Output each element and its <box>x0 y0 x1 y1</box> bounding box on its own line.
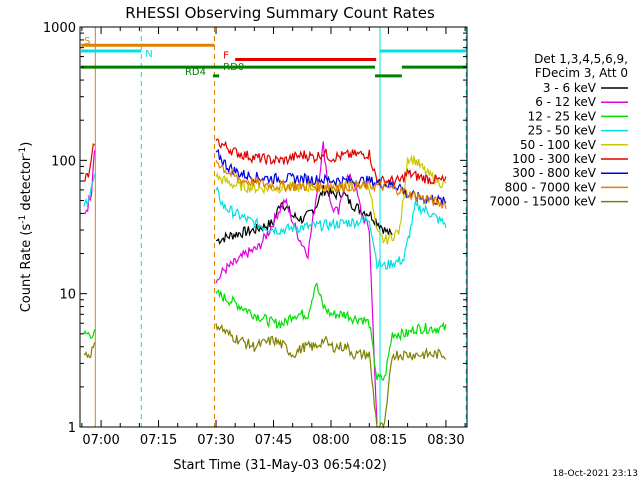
legend-label-1: 6 - 12 keV <box>535 95 597 109</box>
legend-label-5: 100 - 300 keV <box>512 152 596 166</box>
y-label-sup2: -1 <box>18 147 28 156</box>
series-7-line-0 <box>215 160 447 210</box>
legend-header-line2: FDecim 3, Att 0 <box>535 66 628 80</box>
series-5-line-1 <box>215 138 447 188</box>
series-8-line-1 <box>215 323 447 430</box>
legend-header-line1: Det 1,3,4,5,6,9, <box>534 52 628 66</box>
y-label-mid: detector <box>19 155 34 215</box>
state-bar-label-2: F <box>223 51 229 62</box>
chart-title: RHESSI Observing Summary Count Rates <box>125 4 435 22</box>
series-3-line-0 <box>83 173 96 208</box>
legend-label-0: 3 - 6 keV <box>543 81 597 95</box>
y-tick-label-1: 10 <box>59 288 76 303</box>
legend-label-4: 50 - 100 keV <box>520 138 597 152</box>
series-5-line-0 <box>83 142 95 182</box>
x-tick-label-2: 07:30 <box>197 433 234 448</box>
series-8-line-0 <box>83 342 96 359</box>
x-axis-ticks: 07:00 07:15 07:30 07:45 08:00 08:15 08:30 <box>81 27 466 448</box>
x-tick-label-3: 07:45 <box>255 433 292 448</box>
series-2-line-1 <box>215 282 447 381</box>
y-tick-label-2: 100 <box>51 154 76 169</box>
state-bar-label-1: N <box>145 49 152 60</box>
x-tick-label-4: 08:00 <box>312 433 349 448</box>
footer-timestamp: 18-Oct-2021 23:13 <box>553 469 638 479</box>
y-label-main: Count Rate (s <box>19 224 34 313</box>
legend-label-6: 300 - 800 keV <box>512 166 596 180</box>
x-tick-label-1: 07:15 <box>140 433 177 448</box>
state-bar-label-0: S <box>84 36 90 47</box>
x-tick-label-5: 08:15 <box>370 433 407 448</box>
x-tick-label-6: 08:30 <box>427 433 464 448</box>
series-layer <box>83 138 447 430</box>
y-label-close: ) <box>19 142 34 147</box>
y-tick-label-0: 1 <box>68 421 76 436</box>
y-label-sup: -1 <box>18 215 28 224</box>
series-3-line-1 <box>215 186 447 270</box>
y-axis-label: Count Rate (s-1 detector-1) <box>18 142 34 313</box>
legend-label-2: 12 - 25 keV <box>528 109 597 123</box>
legend-label-8: 7000 - 15000 keV <box>489 195 596 209</box>
legend: Det 1,3,4,5,6,9, FDecim 3, Att 0 3 - 6 k… <box>489 52 628 209</box>
x-tick-label-0: 07:00 <box>82 433 119 448</box>
series-2-line-0 <box>83 329 96 340</box>
y-tick-label-3: 1000 <box>43 21 76 36</box>
legend-label-7: 800 - 7000 keV <box>505 180 597 194</box>
legend-label-3: 25 - 50 keV <box>528 124 597 138</box>
state-bar-label-4: RD4 <box>185 67 206 78</box>
state-bar-label-3: RD0 <box>223 62 244 73</box>
y-axis-ticks: 1 10 100 1000 <box>43 21 467 436</box>
x-axis-label: Start Time (31-May-03 06:54:02) <box>173 458 387 473</box>
